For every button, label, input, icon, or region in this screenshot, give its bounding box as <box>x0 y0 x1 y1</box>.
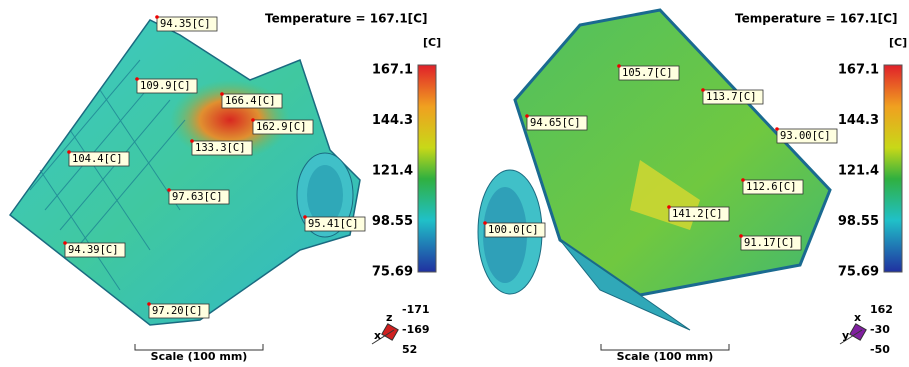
probe-label: 105.7[C] <box>617 64 679 80</box>
orientation-value: 162 <box>870 303 893 316</box>
probe-label: 112.6[C] <box>741 178 803 194</box>
legend-tick: 144.3 <box>372 113 413 128</box>
orientation-value: -169 <box>402 323 430 336</box>
probe-text: 141.2[C] <box>672 208 723 220</box>
probe-dot <box>63 241 67 245</box>
legend-tick: 121.4 <box>372 164 413 179</box>
left-part <box>10 20 360 325</box>
probe-text: 97.63[C] <box>172 191 223 203</box>
probe-label: 94.35[C] <box>155 15 217 31</box>
probe-label: 113.7[C] <box>701 88 763 104</box>
probe-dot <box>303 215 307 219</box>
probe-dot <box>155 15 159 19</box>
probe-label: 91.17[C] <box>739 234 801 250</box>
probe-dot <box>67 150 71 154</box>
unit: [C] <box>423 36 441 49</box>
legend-tick: 144.3 <box>838 113 879 128</box>
probe-dot <box>251 118 255 122</box>
axis-letter: z <box>386 311 392 324</box>
probe-dot <box>741 178 745 182</box>
probe-label: 97.63[C] <box>167 188 229 204</box>
probe-label: 93.00[C] <box>775 127 837 143</box>
probe-text: 93.00[C] <box>780 130 831 142</box>
probe-label: 94.65[C] <box>525 114 587 130</box>
probe-dot <box>167 188 171 192</box>
screenshot: Temperature = 167.1[C] [C] 167.1 144.3 121.4… <box>0 0 909 367</box>
probe-label: 94.39[C] <box>63 241 125 257</box>
axis-letter: x <box>374 329 381 342</box>
probe-label: 109.9[C] <box>135 77 197 93</box>
probe-text: 97.20[C] <box>152 305 203 317</box>
probe-dot <box>617 64 621 68</box>
probe-label: 166.4[C] <box>220 92 282 108</box>
orientation-value: -30 <box>870 323 890 336</box>
probe-dot <box>190 139 194 143</box>
probe-dot <box>135 77 139 81</box>
probe-text: 95.41[C] <box>308 218 359 230</box>
orientation-value: -50 <box>870 343 890 356</box>
title: Temperature = 167.1[C] <box>735 12 897 26</box>
probe-label: 141.2[C] <box>667 205 729 221</box>
probe-text: 94.65[C] <box>530 117 581 129</box>
legend-tick: 121.4 <box>838 164 879 179</box>
probe-text: 112.6[C] <box>746 181 797 193</box>
orientation-value: 52 <box>402 343 417 356</box>
probe-dot <box>525 114 529 118</box>
probe-dot <box>701 88 705 92</box>
color-bar <box>884 65 902 272</box>
probe-text: 162.9[C] <box>256 121 307 133</box>
probe-text: 104.4[C] <box>72 153 123 165</box>
probe-dot <box>220 92 224 96</box>
probe-text: 166.4[C] <box>225 95 276 107</box>
probe-label: 104.4[C] <box>67 150 129 166</box>
probe-text: 113.7[C] <box>706 91 757 103</box>
probe-label: 97.20[C] <box>147 302 209 318</box>
probe-label: 133.3[C] <box>190 139 252 155</box>
probe-text: 109.9[C] <box>140 80 191 92</box>
color-bar <box>418 65 436 272</box>
probe-label: 162.9[C] <box>251 118 313 134</box>
probe-text: 94.39[C] <box>68 244 119 256</box>
probe-text: 133.3[C] <box>195 142 246 154</box>
probe-label: 95.41[C] <box>303 215 365 231</box>
probe-text: 91.17[C] <box>744 237 795 249</box>
probe-text: 100.0[C] <box>488 224 539 236</box>
scale-label: Scale (100 mm) <box>617 350 714 363</box>
orientation-value: -171 <box>402 303 430 316</box>
right-part <box>478 10 830 330</box>
legend-tick: 75.69 <box>838 265 879 280</box>
axis-letter: y <box>842 329 849 342</box>
probe-text: 94.35[C] <box>160 18 211 30</box>
legend-tick: 167.1 <box>372 63 413 78</box>
probe-text: 105.7[C] <box>622 67 673 79</box>
probe-label: 100.0[C] <box>483 221 545 237</box>
title: Temperature = 167.1[C] <box>265 12 427 26</box>
scale-label: Scale (100 mm) <box>151 350 248 363</box>
legend-tick: 167.1 <box>838 63 879 78</box>
probe-dot <box>739 234 743 238</box>
probe-dot <box>775 127 779 131</box>
legend-tick: 75.69 <box>372 265 413 280</box>
probe-dot <box>667 205 671 209</box>
probe-dot <box>147 302 151 306</box>
legend-tick: 98.55 <box>372 214 413 229</box>
unit: [C] <box>889 36 907 49</box>
legend-tick: 98.55 <box>838 214 879 229</box>
axis-letter: x <box>854 311 861 324</box>
probe-dot <box>483 221 487 225</box>
